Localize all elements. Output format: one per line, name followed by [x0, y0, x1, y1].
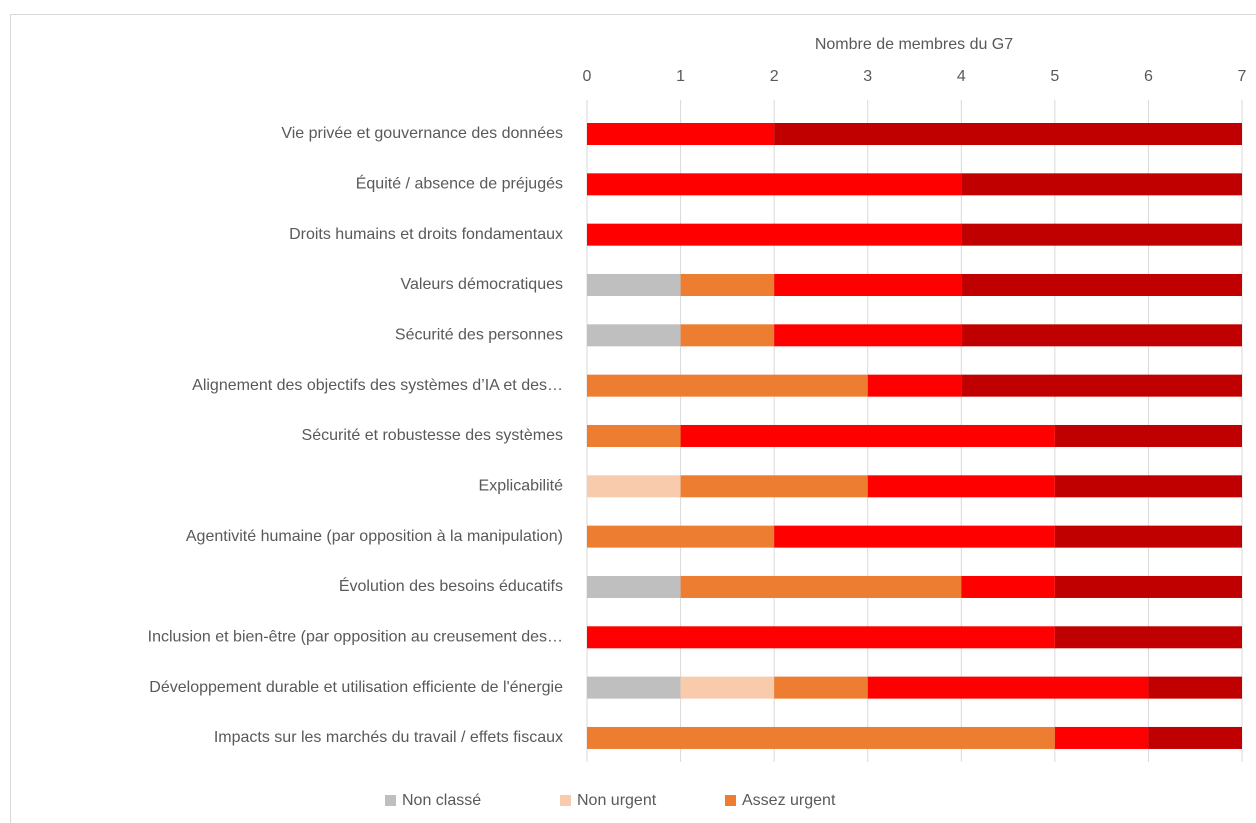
bar-segment: [961, 173, 1242, 196]
legend-swatch: [385, 795, 396, 806]
bar-segment: [1054, 626, 1242, 649]
bar-segment: [587, 676, 681, 699]
chart-frame: [10, 14, 1256, 823]
legend-swatch: [725, 795, 736, 806]
y-tick-label: Sécurité et robustesse des systèmes: [302, 427, 563, 444]
bar-segment: [867, 475, 1055, 498]
x-tick-label: 2: [770, 68, 779, 85]
y-tick-label: Équité / absence de préjugés: [356, 174, 563, 193]
y-tick-label: Valeurs démocratiques: [401, 276, 563, 293]
bar-segment: [587, 123, 775, 145]
legend-label: Assez urgent: [742, 792, 836, 809]
bar-segment: [680, 676, 775, 699]
bar-segment: [587, 173, 962, 196]
bar-segment: [1054, 424, 1242, 447]
bar-segment: [774, 676, 868, 699]
x-tick-label: 6: [1144, 68, 1153, 85]
bar-segment: [1054, 575, 1242, 598]
bar-segment: [961, 374, 1242, 397]
y-tick-label: Agentivité humaine (par opposition à la …: [186, 528, 563, 545]
y-tick-label: Alignement des objectifs des systèmes d’…: [192, 377, 563, 394]
x-tick-label: 5: [1050, 68, 1059, 85]
bar-segment: [1054, 726, 1149, 749]
bar-segment: [587, 273, 681, 296]
x-axis-label: Nombre de membres du G7: [815, 36, 1013, 53]
bar-segment: [587, 626, 1055, 649]
bar-segment: [680, 324, 775, 347]
bar-segment: [867, 374, 962, 397]
bar-segment: [1148, 676, 1242, 699]
bar-segment: [961, 273, 1242, 296]
bar-segment: [867, 676, 1149, 699]
bar-segment: [587, 525, 775, 548]
bar-segment: [680, 575, 962, 598]
bar-segment: [1148, 726, 1242, 749]
bar-segment: [587, 424, 681, 447]
bar-segment: [774, 123, 1242, 145]
x-tick-label: 3: [863, 68, 872, 85]
bar-segment: [774, 273, 962, 296]
bar-segment: [587, 223, 962, 246]
bar-segment: [1054, 525, 1242, 548]
y-tick-label: Inclusion et bien-être (par opposition a…: [148, 629, 563, 646]
bar-segment: [774, 525, 1055, 548]
bar-segment: [587, 575, 681, 598]
bar-segment: [961, 575, 1055, 598]
bar-segment: [587, 374, 868, 397]
legend-label: Non classé: [402, 792, 481, 809]
x-tick-label: 7: [1238, 68, 1247, 85]
x-tick-label: 0: [583, 68, 592, 85]
bar-segment: [587, 475, 681, 498]
y-tick-label: Explicabilité: [479, 478, 564, 495]
x-tick-label: 1: [676, 68, 685, 85]
y-tick-label: Sécurité des personnes: [395, 327, 563, 344]
bar-segment: [680, 424, 1055, 447]
bar-segment: [961, 223, 1242, 246]
legend-swatch: [560, 795, 571, 806]
bar-segment: [1054, 475, 1242, 498]
bar-segment: [680, 475, 868, 498]
y-tick-label: Impacts sur les marchés du travail / eff…: [214, 729, 563, 746]
bar-segment: [587, 726, 1055, 749]
bar-segment: [961, 324, 1242, 347]
y-tick-label: Vie privée et gouvernance des données: [281, 125, 563, 142]
y-tick-label: Développement durable et utilisation eff…: [149, 679, 563, 696]
legend-label: Non urgent: [577, 792, 657, 809]
x-tick-label: 4: [957, 68, 966, 85]
bar-segment: [680, 273, 775, 296]
y-tick-label: Droits humains et droits fondamentaux: [289, 226, 563, 243]
y-tick-label: Évolution des besoins éducatifs: [339, 576, 563, 595]
bar-segment: [587, 324, 681, 347]
bar-segment: [774, 324, 962, 347]
